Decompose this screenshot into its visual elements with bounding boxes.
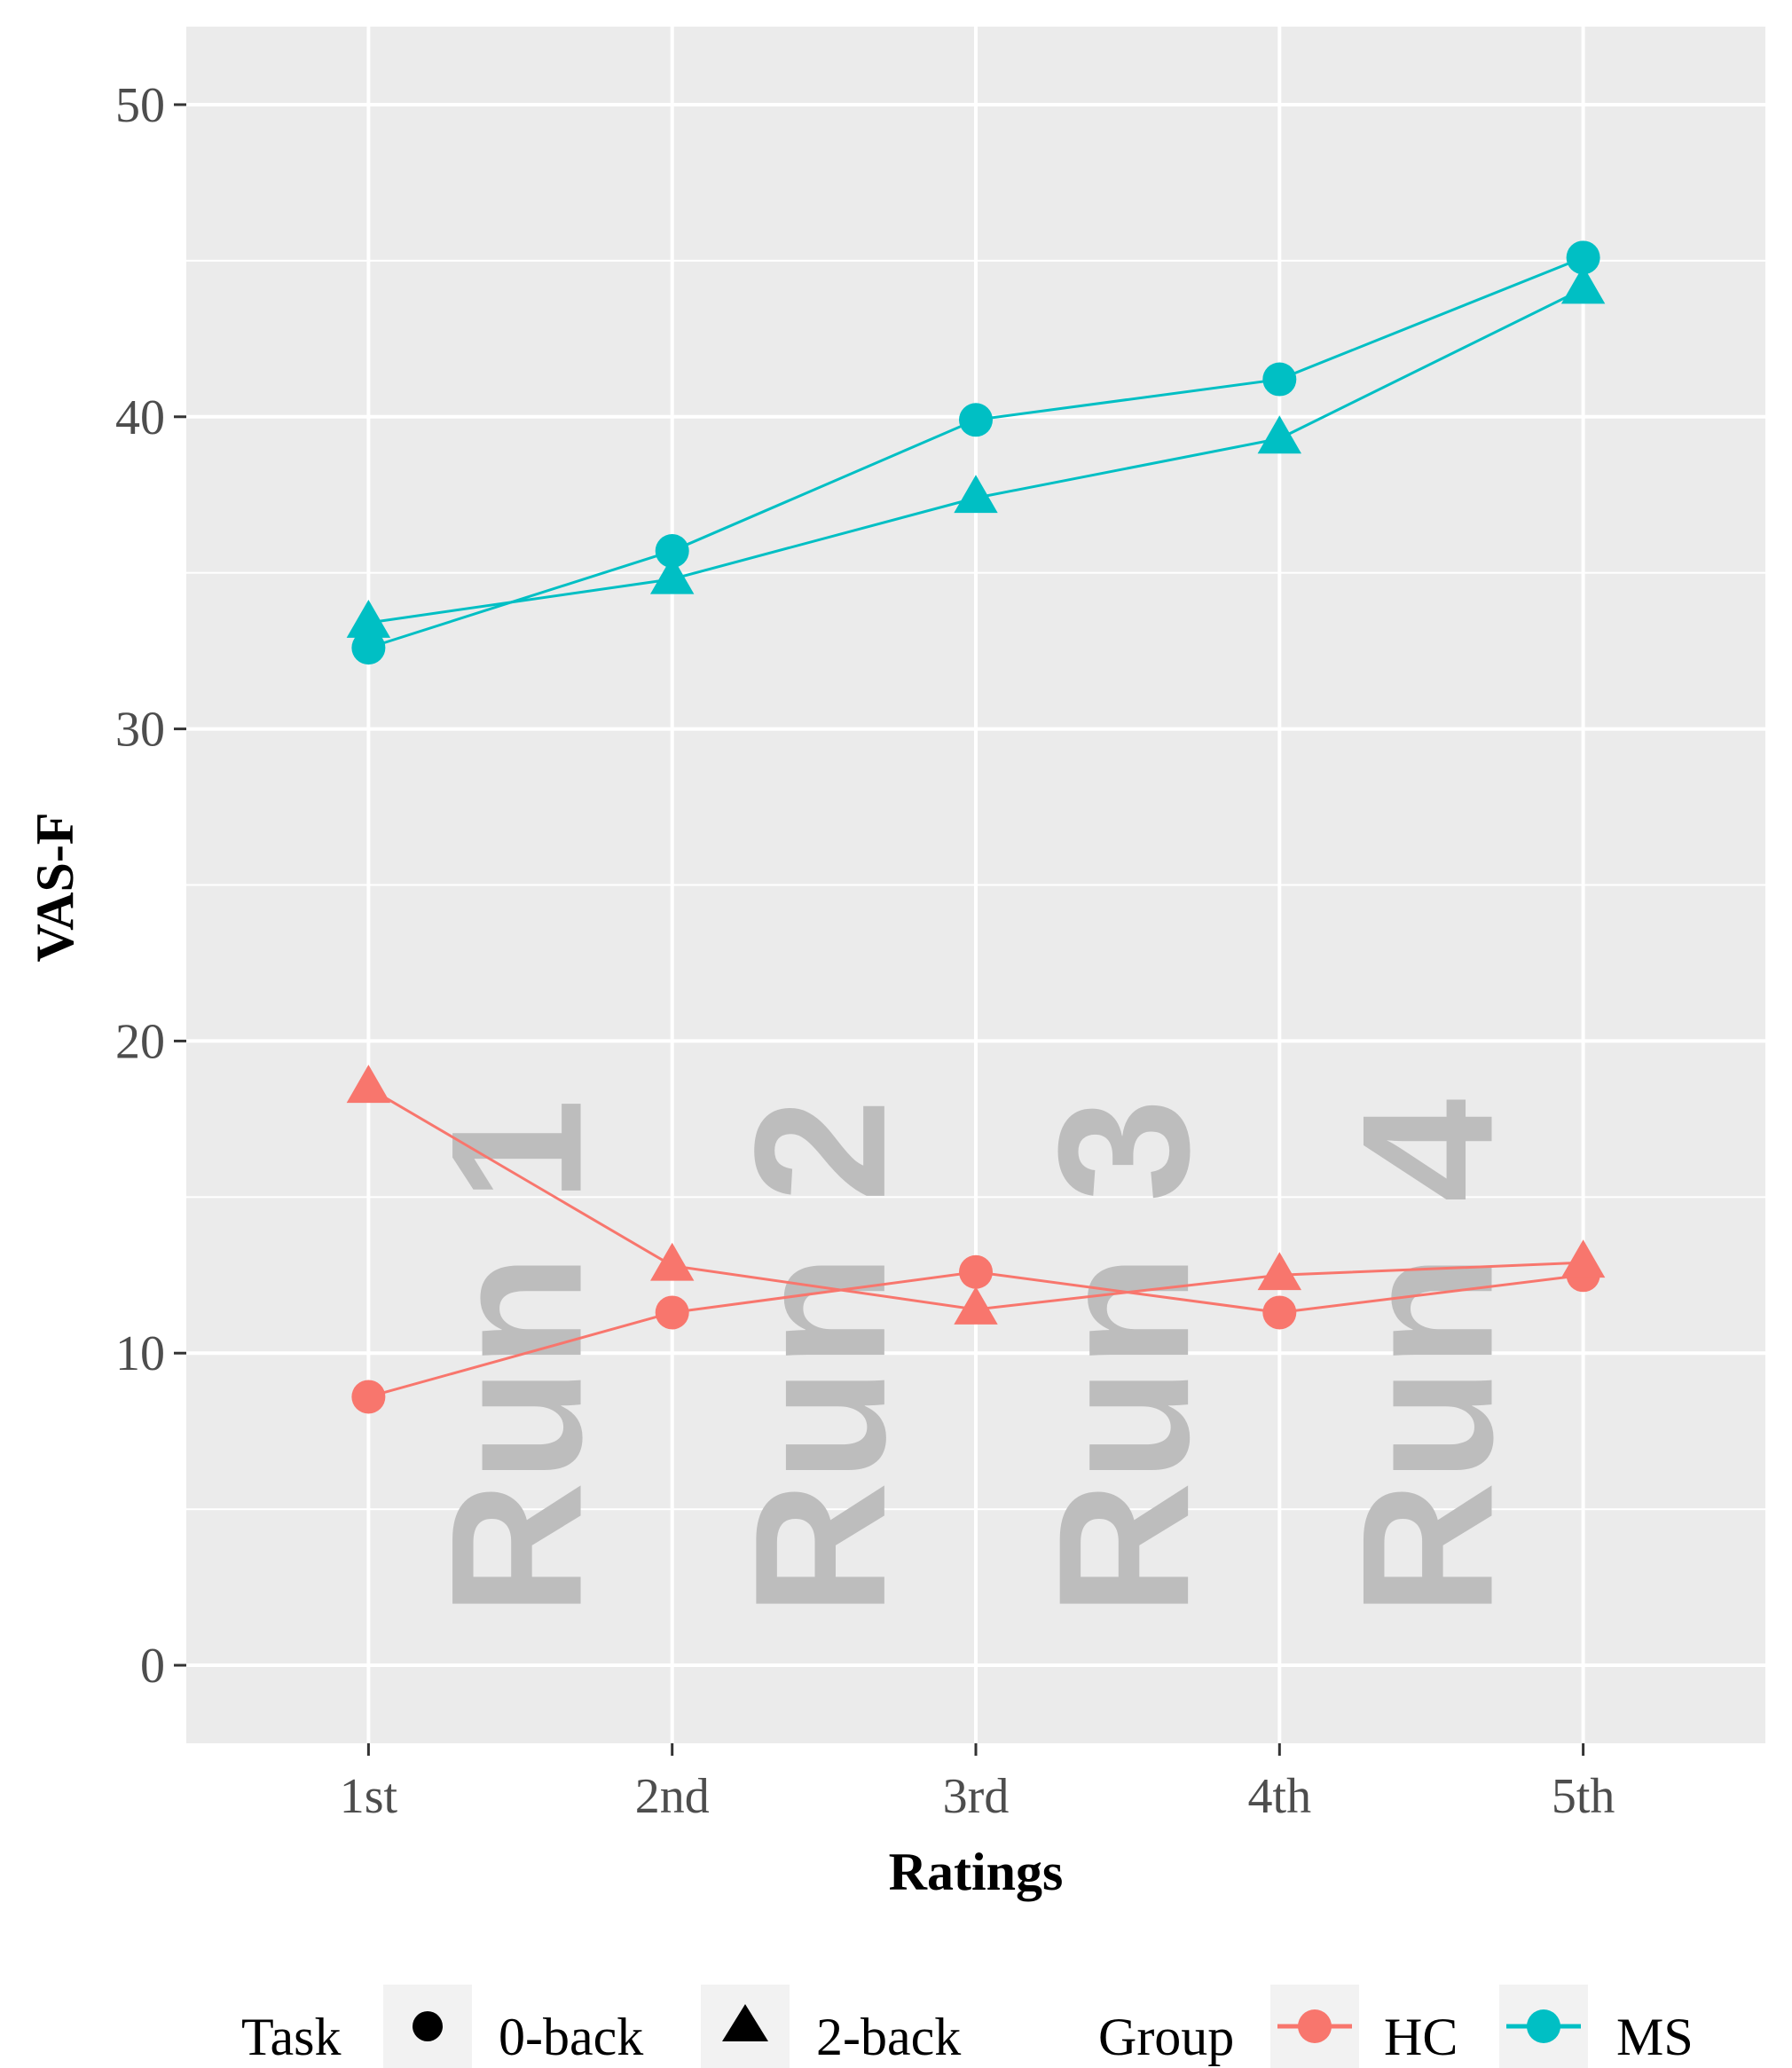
legend-ms-point-icon — [1527, 2009, 1560, 2043]
data-point — [954, 1286, 998, 1325]
group-legend-title: Group — [1098, 2008, 1234, 2066]
y-tick-label: 50 — [115, 78, 165, 133]
data-point — [346, 599, 391, 638]
run-annotation: Run 2 — [716, 1098, 924, 1616]
run-annotation: Run 4 — [1323, 1098, 1531, 1616]
x-tick-label: 2nd — [635, 1769, 710, 1824]
data-point — [1257, 1252, 1302, 1291]
legend-label-hc: HC — [1384, 2008, 1458, 2066]
data-point — [959, 403, 993, 437]
data-point — [1262, 1295, 1297, 1330]
y-tick-label: 40 — [115, 390, 165, 445]
x-axis: 1st 2nd 3rd 4th 5th — [340, 1743, 1615, 1824]
legend-hc-point-icon — [1298, 2009, 1332, 2043]
series-layer — [346, 240, 1606, 1414]
legend-label-ms: MS — [1616, 2008, 1694, 2066]
run-annotation: Run 1 — [413, 1098, 621, 1616]
legend-label-2back: 2-back — [816, 2008, 961, 2066]
data-point — [346, 1065, 391, 1104]
legend-2back-triangle-icon — [722, 2004, 768, 2041]
y-tick-label: 0 — [140, 1639, 165, 1694]
data-point — [1560, 265, 1606, 304]
data-point — [649, 555, 695, 594]
task-legend-title: Task — [241, 2008, 341, 2066]
run-annotations: Run 1 Run 2 Run 3 Run 4 — [413, 1098, 1532, 1616]
y-tick-label: 20 — [115, 1014, 165, 1069]
data-point — [1262, 362, 1297, 397]
data-point — [1257, 415, 1302, 454]
data-point — [1566, 240, 1600, 275]
x-tick-label: 4th — [1248, 1769, 1312, 1824]
data-point — [351, 631, 386, 665]
x-axis-title: Ratings — [889, 1843, 1064, 1901]
y-axis: 0 10 20 30 40 50 — [115, 78, 186, 1694]
legend-label-0back: 0-back — [499, 2008, 643, 2066]
data-point — [959, 1254, 993, 1289]
x-tick-label: 3rd — [943, 1769, 1010, 1824]
x-tick-label: 1st — [340, 1769, 398, 1824]
data-point — [649, 1242, 695, 1281]
y-tick-label: 10 — [115, 1326, 165, 1381]
y-axis-title: VAS-F — [26, 813, 84, 963]
legend: Task 0-back 2-back Group HC MS — [241, 1985, 1694, 2068]
run-annotation: Run 3 — [1019, 1098, 1228, 1616]
legend-0back-circle-icon — [413, 2011, 443, 2041]
data-point — [655, 1295, 689, 1330]
data-point — [1560, 1239, 1606, 1278]
y-tick-label: 30 — [115, 703, 165, 758]
data-point — [655, 534, 689, 569]
x-tick-label: 5th — [1552, 1769, 1615, 1824]
data-point — [351, 1380, 386, 1414]
data-point — [954, 475, 998, 514]
